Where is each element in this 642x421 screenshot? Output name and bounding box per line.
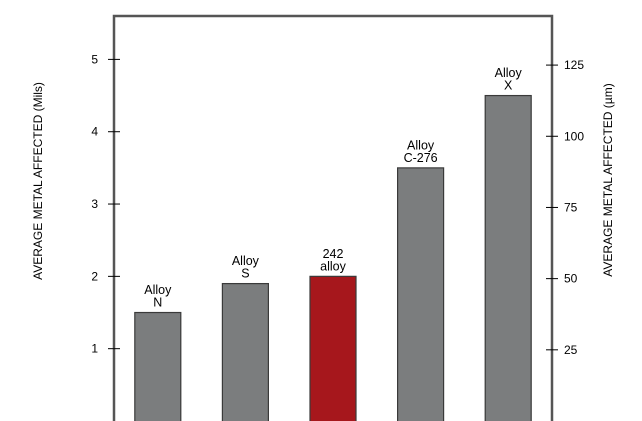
y-tick-label-left: 5	[91, 52, 98, 66]
bar-label: X	[504, 79, 513, 93]
bar-label: alloy	[320, 259, 346, 273]
plot-area: 12345255075100125AlloyNAlloyS242alloyAll…	[91, 14, 584, 421]
bar-label: Alloy	[144, 283, 172, 297]
bar	[309, 275, 357, 421]
y-tick-label-right: 25	[564, 343, 578, 357]
y-tick-label-left: 4	[91, 125, 98, 139]
bar-label: Alloy	[232, 254, 260, 268]
y-tick-label-right: 125	[564, 58, 584, 72]
y-tick-label-right: 75	[564, 200, 578, 214]
y-tick-label-left: 1	[91, 342, 98, 356]
plot-frame	[112, 14, 554, 421]
bar	[134, 311, 182, 421]
bar-label: S	[241, 267, 249, 281]
bar-label: Alloy	[495, 66, 523, 80]
y-axis-title-right: AVERAGE METAL AFFECTED (µm)	[601, 83, 615, 276]
y-tick-label-left: 2	[91, 269, 98, 283]
y-axis-title-left: AVERAGE METAL AFFECTED (Mils)	[31, 82, 45, 280]
bar	[484, 94, 532, 421]
bar-label: Alloy	[407, 138, 435, 152]
bar	[397, 167, 445, 421]
y-tick-label-right: 100	[564, 129, 584, 143]
bar-label: 242	[323, 247, 344, 261]
y-tick-label-left: 3	[91, 197, 98, 211]
bar	[221, 282, 269, 421]
y-tick-label-right: 50	[564, 272, 578, 286]
bar-label: C-276	[404, 151, 438, 165]
bar-label: N	[153, 296, 162, 310]
